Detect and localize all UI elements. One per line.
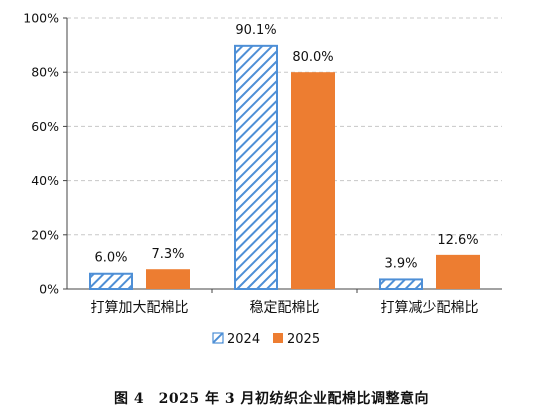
x-category-label: 打算加大配棉比 [91,299,189,316]
data-label: 90.1% [235,23,276,38]
bar-2024 [89,272,133,290]
bar-2025 [436,254,480,289]
y-tick-label: 20% [31,227,59,242]
bar-2025 [146,269,190,289]
x-category-label: 打算减少配棉比 [381,299,479,316]
data-label: 3.9% [384,256,417,271]
y-tick-label: 40% [31,173,59,188]
data-label: 80.0% [292,50,333,65]
bar-2024 [234,44,278,291]
legend-swatch-2024 [212,332,224,344]
x-category-label: 稳定配棉比 [250,299,320,316]
data-label: 6.0% [94,251,127,266]
y-tick-label: 100% [23,11,59,26]
y-tick-label: 0% [39,282,59,297]
y-tick-label: 60% [31,119,59,134]
legend: 2024 2025 [212,332,320,347]
y-tick-label: 80% [31,65,59,80]
bars [89,44,480,291]
bar-2025 [291,72,335,289]
data-label: 12.6% [437,233,478,248]
data-label: 7.3% [151,247,184,262]
bar-2024 [379,278,423,290]
legend-label-2024: 2024 [227,332,260,347]
axes: 0% 20% 40% 60% 80% 100% 打算加大配棉比 稳定配棉比 打算减少配棉比 [23,11,502,316]
figure-caption: 图 4 2025 年 3 月初纺织企业配棉比调整意向 [114,391,429,407]
chart: 0% 20% 40% 60% 80% 100% 打算加大配棉比 稳定配棉比 打算减少配棉比 6.… [23,11,502,347]
gridlines [67,17,502,236]
data-labels: 6.0% 7.3% 90.1% 80.0% 3.9% 12.6% [94,23,478,272]
legend-label-2025: 2025 [287,332,320,347]
legend-swatch-2025 [273,333,283,343]
